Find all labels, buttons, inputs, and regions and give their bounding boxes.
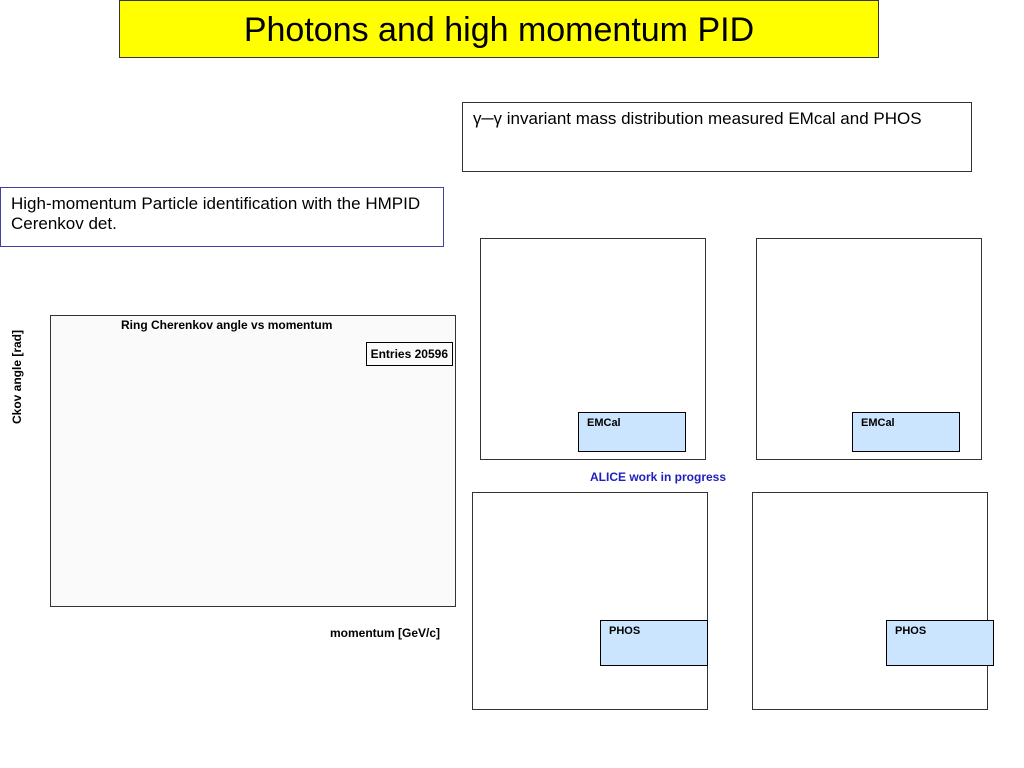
slide-title: Photons and high momentum PID	[119, 0, 879, 58]
x-axis-label: momentum [GeV/c]	[330, 626, 441, 640]
phos-panel-2	[752, 492, 988, 710]
caption-hmpid: High-momentum Particle identification wi…	[0, 187, 444, 247]
y-axis-label: Ckov angle [rad]	[10, 329, 25, 425]
work-label: ALICE work in progress	[590, 470, 727, 484]
chart-title: Ring Cherenkov angle vs momentum	[121, 318, 333, 332]
phos-label: PHOS	[600, 620, 708, 666]
emcal-panel-1	[480, 238, 706, 460]
caption-emcal: γ─γ invariant mass distribution measured…	[462, 102, 972, 172]
phos-panel-1	[472, 492, 708, 710]
emcal-panel-2	[756, 238, 982, 460]
emcal-label: EMCal	[578, 412, 686, 452]
entries-value: 20596	[414, 347, 448, 361]
hmpid-plot: Ring Cherenkov angle vs momentum Entries…	[50, 315, 456, 607]
entries-label: Entries	[370, 347, 412, 361]
phos-label-2: PHOS	[886, 620, 994, 666]
emcal-label-2: EMCal	[852, 412, 960, 452]
